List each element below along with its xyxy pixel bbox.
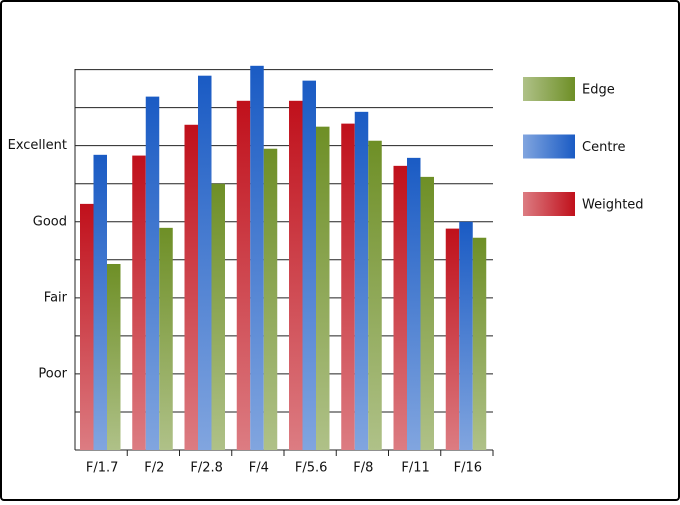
y-tick-label: Fair	[44, 290, 68, 305]
bar	[132, 155, 146, 450]
bar	[316, 126, 330, 451]
x-tick-label: F/5.6	[295, 461, 328, 476]
bar	[407, 157, 421, 450]
bar	[368, 140, 382, 450]
legend-label: Weighted	[582, 198, 644, 213]
legend-swatch	[523, 192, 575, 216]
y-tick-label: Good	[33, 214, 67, 229]
x-tick-label: F/2.8	[190, 461, 223, 476]
bar	[198, 75, 212, 450]
bar	[107, 263, 121, 450]
bar	[420, 176, 434, 451]
bar	[341, 123, 355, 450]
bar	[289, 100, 303, 451]
bar	[184, 124, 198, 450]
bar	[250, 65, 264, 450]
bar	[236, 100, 251, 451]
legend-swatch	[523, 134, 575, 159]
x-tick-label: F/1.7	[86, 461, 119, 476]
bar	[93, 154, 107, 451]
bar	[80, 203, 94, 450]
x-tick-label: F/2	[144, 461, 164, 476]
legend-swatch	[523, 77, 575, 101]
x-tick-label: F/16	[454, 461, 482, 476]
bar	[472, 237, 487, 450]
bar	[263, 148, 278, 450]
x-tick-label: F/8	[353, 461, 373, 476]
y-tick-label: Poor	[38, 366, 67, 381]
bar	[159, 227, 173, 450]
legend-label: Edge	[582, 83, 615, 98]
bar	[145, 96, 160, 450]
bar	[393, 165, 407, 451]
bar	[354, 111, 369, 451]
legend-label: Centre	[582, 140, 625, 155]
bar	[302, 80, 316, 450]
bar	[445, 228, 460, 450]
x-tick-label: F/11	[401, 461, 429, 476]
y-tick-label: Excellent	[8, 138, 67, 153]
x-tick-label: F/4	[249, 461, 269, 476]
bar	[459, 221, 473, 450]
bar	[211, 183, 225, 450]
